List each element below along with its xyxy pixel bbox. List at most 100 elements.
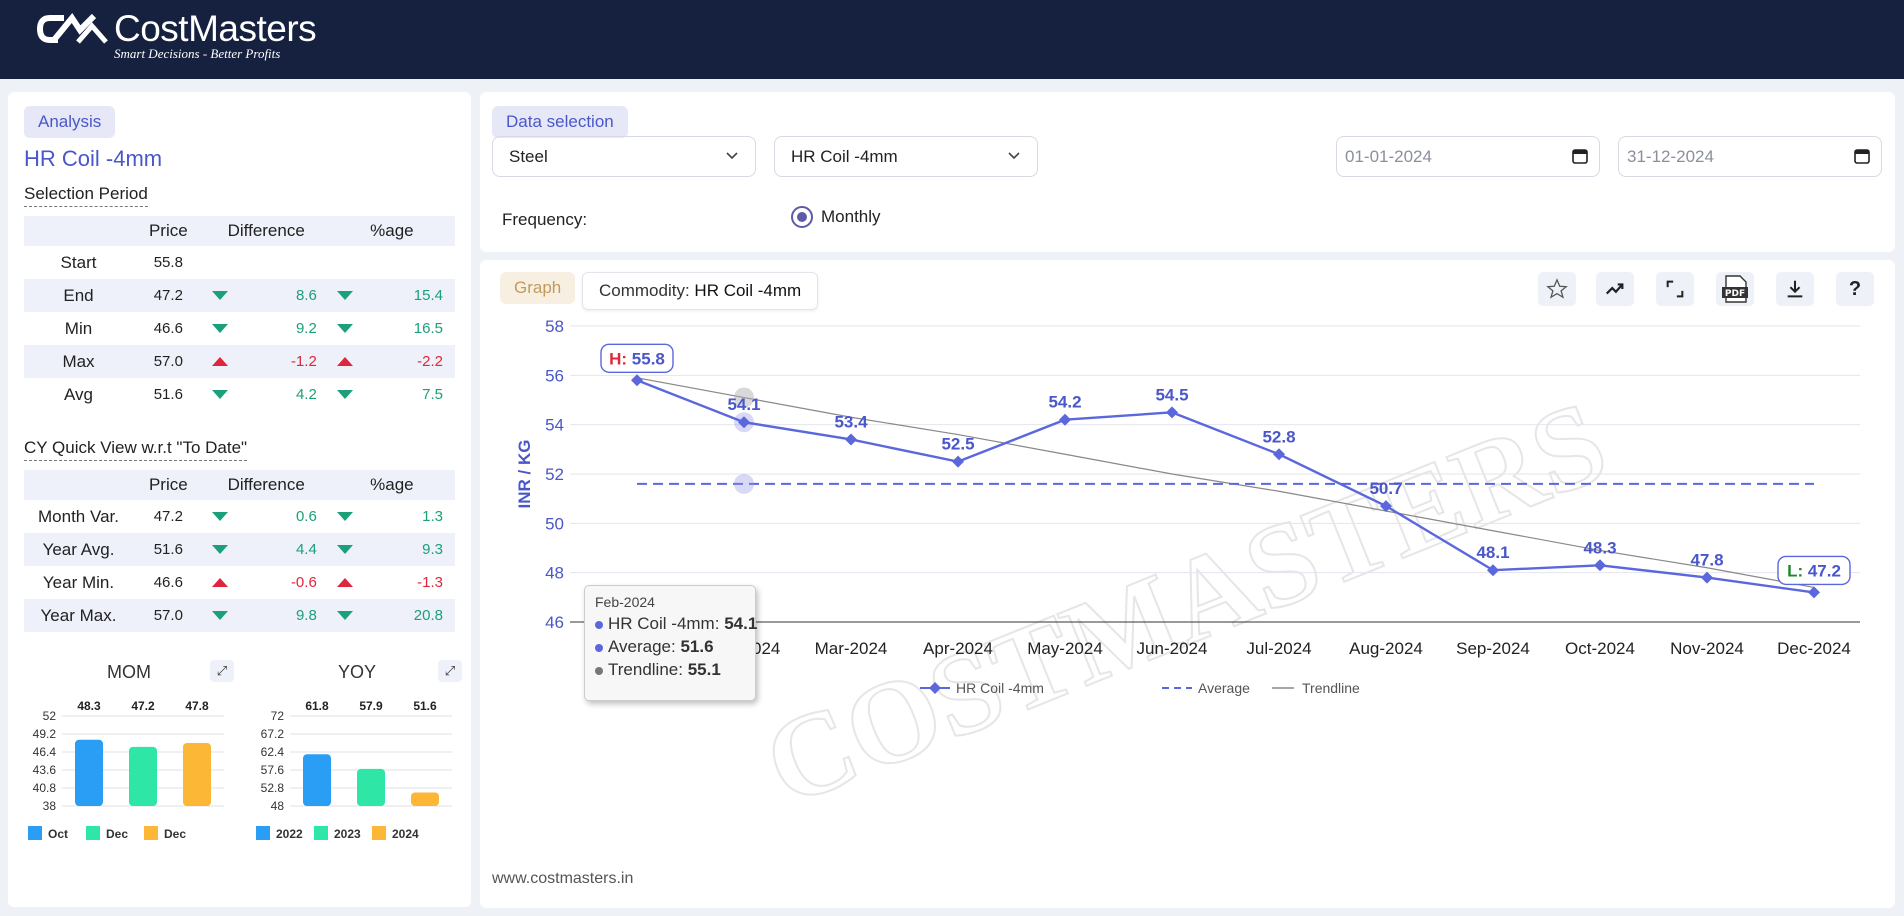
tooltip-series-name: HR Coil -4mm — [608, 614, 715, 633]
row-pct: 7.5 — [329, 378, 455, 411]
data-point[interactable] — [1380, 500, 1392, 513]
download-button[interactable] — [1776, 272, 1814, 306]
x-tick-label: Dec-2024 — [1777, 639, 1851, 658]
bar[interactable] — [75, 739, 103, 806]
legend-label[interactable]: 2024 — [392, 827, 419, 841]
date-from-input[interactable]: 01-01-2024 — [1336, 136, 1600, 177]
commodity-select[interactable]: HR Coil -4mm — [774, 136, 1038, 177]
row-diff-value: 4.2 — [295, 386, 317, 403]
pdf-icon-text: PDF — [1725, 289, 1745, 299]
star-button[interactable] — [1538, 272, 1576, 306]
data-point[interactable] — [1701, 571, 1713, 584]
up-triangle-icon — [211, 578, 228, 587]
y-tick-label: 40.8 — [33, 781, 57, 795]
x-tick-label: May-2024 — [1027, 639, 1103, 658]
fullscreen-button[interactable] — [1656, 272, 1694, 306]
data-point[interactable] — [952, 455, 964, 468]
radio-selected-icon[interactable] — [791, 206, 813, 228]
brand-name: CostMasters — [114, 8, 317, 49]
data-point[interactable] — [1808, 586, 1820, 599]
data-point[interactable] — [631, 374, 643, 387]
legend-label[interactable]: Average — [1198, 680, 1250, 696]
tooltip-average-value: 51.6 — [680, 637, 714, 656]
mom-chart: MOM ⤢ 52 49.2 46.4 43.6 40.8 38 48.3 47.2 47.8 Oc… — [24, 660, 234, 892]
bar[interactable] — [129, 746, 157, 806]
graph-badge: Graph — [500, 272, 576, 304]
row-pct: 20.8 — [328, 599, 455, 632]
row-diff: 0.6 — [204, 500, 329, 533]
legend-label[interactable]: Dec — [106, 827, 128, 841]
data-point[interactable] — [1487, 564, 1499, 577]
down-triangle-icon — [211, 324, 228, 333]
selection-row: End 47.2 8.6 15.4 — [24, 279, 455, 312]
data-point[interactable] — [1059, 413, 1071, 426]
category-select[interactable]: Steel — [492, 136, 756, 177]
yoy-expand-icon[interactable]: ⤢ — [438, 660, 462, 682]
pdf-button[interactable]: PDF — [1716, 272, 1754, 306]
cy-header-cell: %age — [328, 470, 455, 500]
cy-row: Year Max. 57.0 9.8 20.8 — [24, 599, 455, 632]
row-label: Year Min. — [42, 572, 115, 592]
x-tick-label: Jun-2024 — [1137, 639, 1208, 658]
bar[interactable] — [183, 743, 211, 806]
date-to-input[interactable]: 31-12-2024 — [1618, 136, 1882, 177]
row-diff-value: -0.6 — [290, 574, 317, 591]
trendline-series[interactable] — [636, 377, 1815, 589]
data-point[interactable] — [1166, 406, 1178, 419]
y-axis-label: INR / KG — [515, 440, 534, 509]
category-value: Steel — [509, 147, 548, 166]
help-button[interactable]: ? — [1836, 272, 1874, 306]
mom-expand-icon[interactable]: ⤢ — [210, 660, 234, 682]
frequency-monthly-radio[interactable]: Monthly — [791, 206, 881, 228]
y-tick-label: 56 — [545, 366, 564, 385]
row-label: Month Var. — [38, 506, 119, 526]
expand-icon — [1666, 280, 1684, 298]
legend-label[interactable]: Oct — [48, 827, 68, 841]
legend-label[interactable]: Dec — [164, 827, 186, 841]
selection-header-cell: Price — [133, 216, 204, 246]
legend-label[interactable]: HR Coil -4mm — [956, 680, 1044, 696]
y-tick-label: 48 — [271, 799, 285, 813]
analysis-subject: HR Coil -4mm — [24, 146, 163, 171]
tooltip-trendline-line: Trendline: 55.1 — [595, 658, 745, 681]
graph-panel: Graph Commodity: HR Coil -4mm PDF ? COST… — [480, 260, 1895, 908]
y-tick-label: 67.2 — [261, 727, 285, 741]
footer-website[interactable]: www.costmasters.in — [492, 870, 634, 887]
legend-label[interactable]: 2022 — [276, 827, 303, 841]
data-selection-badge: Data selection — [492, 106, 628, 138]
frequency-value: Monthly — [821, 207, 881, 226]
cy-row: Month Var. 47.2 0.6 1.3 — [24, 500, 455, 533]
selection-row: Start 55.8 — [24, 246, 455, 279]
trend-button[interactable] — [1596, 272, 1634, 306]
yoy-chart: YOY ⤢ 72 67.2 62.4 57.6 52.8 48 61.8 57.9 51.6 20… — [252, 660, 462, 892]
data-point[interactable] — [738, 416, 750, 429]
row-label: Start — [60, 252, 97, 272]
cy-quick-view-title: CY Quick View w.r.t "To Date" — [24, 438, 248, 461]
svg-text:L: 47.2: L: 47.2 — [1787, 561, 1841, 580]
frequency-label: Frequency: — [502, 210, 588, 229]
y-tick-label: 62.4 — [261, 745, 285, 759]
svg-text:H: 55.8: H: 55.8 — [609, 349, 665, 368]
data-label: 52.8 — [1262, 427, 1295, 446]
data-point[interactable] — [1594, 559, 1606, 572]
hr-coil-series-line[interactable] — [636, 379, 1815, 594]
bar[interactable] — [411, 792, 439, 807]
bar-data-label: 47.8 — [185, 699, 209, 713]
tooltip-series-value: 54.1 — [724, 614, 758, 633]
bar[interactable] — [303, 754, 331, 806]
bar[interactable] — [357, 768, 385, 806]
date-from-value: 01-01-2024 — [1345, 147, 1432, 166]
row-pct: -1.3 — [329, 566, 455, 599]
y-tick-label: 52.8 — [261, 781, 285, 795]
legend-label[interactable]: 2023 — [334, 827, 361, 841]
data-point[interactable] — [845, 433, 857, 446]
calendar-icon[interactable] — [1853, 147, 1871, 165]
legend-swatch — [86, 826, 100, 840]
legend-label[interactable]: Trendline — [1302, 680, 1360, 696]
tooltip-trendline-value: 55.1 — [687, 660, 721, 679]
tooltip-average-line: Average: 51.6 — [595, 635, 745, 658]
data-point[interactable] — [1273, 448, 1285, 461]
analysis-badge: Analysis — [24, 106, 116, 138]
legend-swatch — [144, 826, 158, 840]
calendar-icon[interactable] — [1571, 147, 1589, 165]
